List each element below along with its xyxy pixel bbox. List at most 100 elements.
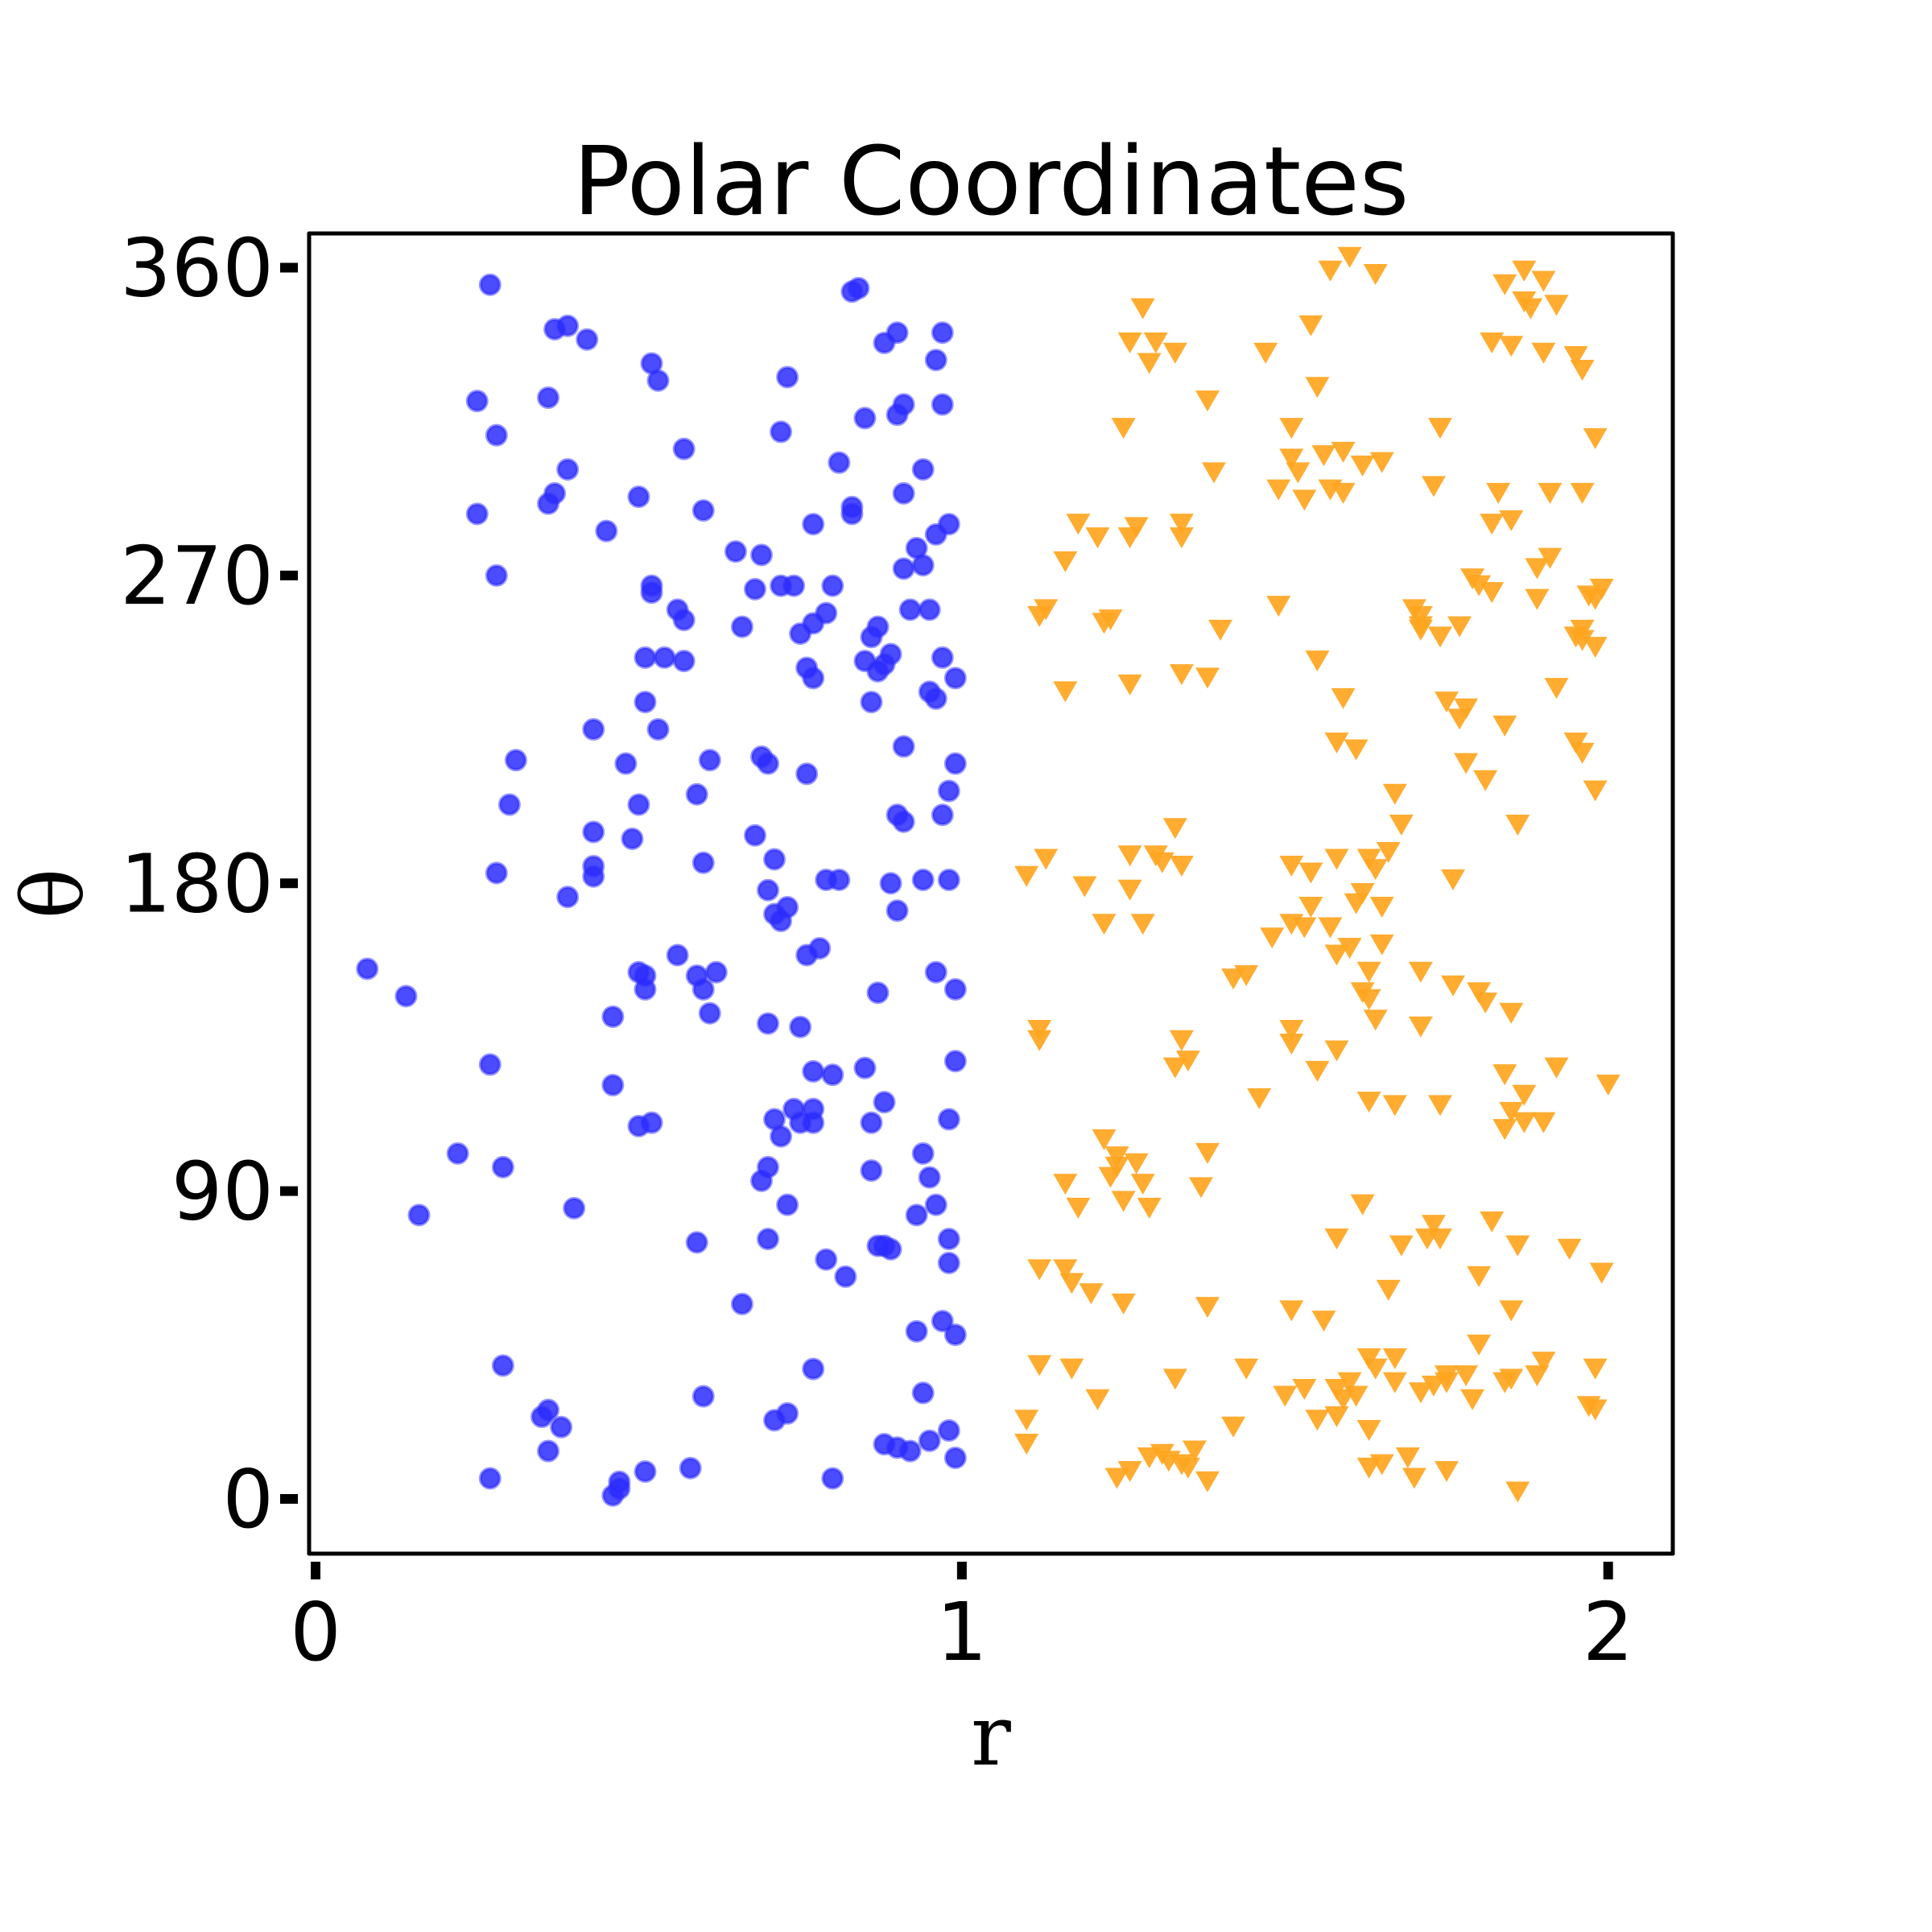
data-point (685, 782, 708, 806)
data-point (1441, 869, 1466, 891)
data-point (1492, 715, 1517, 737)
data-point (1175, 1051, 1200, 1072)
data-point (879, 872, 902, 895)
data-point (563, 1196, 586, 1220)
data-point (1117, 845, 1142, 867)
data-point (666, 943, 689, 967)
data-point (1059, 1358, 1084, 1380)
data-point (1382, 1095, 1407, 1117)
data-point (1492, 1064, 1517, 1086)
data-point (931, 393, 954, 416)
data-point (1260, 927, 1285, 949)
data-point (1395, 1447, 1420, 1469)
data-point (1111, 1191, 1136, 1212)
data-point (1382, 783, 1407, 805)
data-point (691, 1385, 715, 1408)
data-point (795, 762, 819, 786)
data-point (1480, 332, 1505, 353)
data-point (1427, 626, 1452, 648)
data-point (743, 577, 766, 601)
data-point (853, 1056, 877, 1080)
data-point (1570, 742, 1595, 764)
data-point (1169, 664, 1194, 686)
data-point (1279, 1019, 1304, 1041)
data-point (1027, 1355, 1052, 1377)
data-point (1305, 650, 1330, 672)
data-point (1162, 1368, 1187, 1390)
data-point (943, 667, 967, 690)
data-point (1570, 630, 1595, 651)
data-point (847, 276, 870, 299)
data-point (1356, 1092, 1381, 1113)
data-point (1583, 427, 1608, 449)
chart-title: Polar Coordinates (573, 126, 1410, 237)
data-point (1369, 896, 1394, 918)
data-point (1376, 842, 1401, 864)
data-point (640, 581, 663, 605)
data-point (1363, 1009, 1388, 1031)
data-point (802, 1111, 825, 1134)
data-point (1480, 514, 1505, 535)
data-point (1525, 1365, 1550, 1387)
data-point (1505, 815, 1530, 836)
data-point (1382, 1372, 1407, 1393)
data-point (1195, 1142, 1220, 1164)
data-point (1492, 1119, 1517, 1141)
data-point (672, 609, 696, 632)
data-point (749, 543, 773, 567)
data-point (802, 513, 825, 536)
data-point (1014, 865, 1039, 887)
data-point (698, 1001, 721, 1025)
data-point (1117, 674, 1142, 696)
data-point (1435, 691, 1459, 713)
data-point (1538, 482, 1563, 504)
data-point (905, 1319, 928, 1343)
data-point (485, 564, 508, 587)
data-point (802, 667, 825, 690)
data-point (924, 522, 947, 546)
data-point (1492, 274, 1517, 295)
data-point (691, 977, 715, 1001)
data-point (1034, 848, 1059, 870)
data-point (1427, 1095, 1452, 1117)
data-point (627, 793, 650, 816)
data-point (1318, 260, 1343, 282)
data-point (763, 848, 786, 871)
data-point (918, 598, 941, 621)
data-point (937, 1108, 960, 1131)
data-point (911, 554, 935, 577)
data-point (1337, 937, 1362, 959)
data-point (749, 1169, 773, 1192)
y-tick-label: 180 (120, 836, 274, 931)
data-point (1117, 1461, 1142, 1483)
data-point (1104, 1468, 1129, 1489)
data-point (1027, 605, 1052, 627)
data-point (1408, 1382, 1433, 1404)
data-point (1356, 961, 1381, 983)
data-point (537, 492, 560, 515)
data-point (1324, 733, 1349, 754)
data-point (1117, 527, 1142, 549)
data-point (1324, 944, 1349, 966)
data-point (1356, 1457, 1381, 1479)
data-point (776, 365, 799, 389)
data-point (1175, 1457, 1200, 1479)
data-point (1583, 637, 1608, 658)
y-axis-label: θ (4, 869, 102, 919)
data-point (924, 1193, 947, 1216)
data-point (1195, 667, 1220, 689)
data-point (634, 977, 657, 1001)
data-point (1014, 1410, 1039, 1431)
data-point (1427, 1228, 1452, 1250)
data-point (1447, 708, 1472, 730)
data-point (1525, 558, 1550, 580)
data-point (1195, 390, 1220, 412)
data-point (1499, 1101, 1524, 1123)
axes: 0 1 2 0 90 180 270 360 (120, 221, 1675, 1679)
data-point (828, 451, 851, 474)
data-point (1583, 1399, 1608, 1421)
data-point (1350, 1194, 1375, 1216)
data-point (1169, 527, 1194, 549)
y-tick-label: 360 (120, 221, 274, 315)
